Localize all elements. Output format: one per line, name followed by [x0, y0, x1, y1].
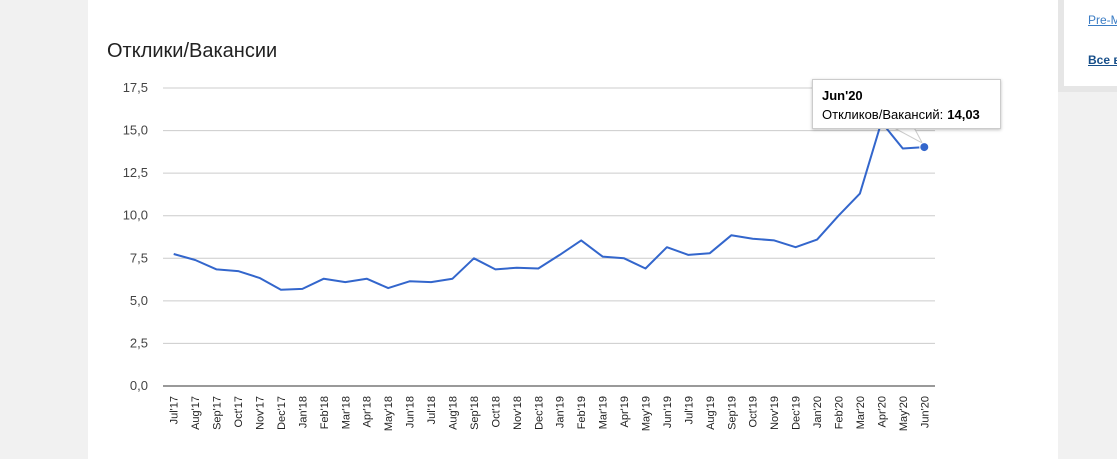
x-axis-labels: Jul'17 Aug'17 Sep'17 Oct'17 Nov'17 Dec'17 Jan'… — [169, 396, 932, 431]
x-tick-label: Jun'20 — [919, 396, 931, 428]
y-tick-label: 0,0 — [130, 378, 148, 393]
x-tick-label: Mar'19 — [598, 396, 610, 429]
y-tick-label: 5,0 — [130, 293, 148, 308]
x-tick-label: Oct'17 — [233, 396, 245, 427]
x-tick-label: Dec'18 — [533, 396, 545, 430]
x-tick-label: Jun'19 — [662, 396, 674, 428]
x-tick-label: Aug'19 — [705, 396, 717, 430]
y-tick-label: 10,0 — [123, 208, 148, 223]
x-tick-label: Sep'17 — [212, 396, 224, 430]
side-panel: Pre-M Все ва — [1058, 0, 1117, 92]
chart-card — [88, 0, 1058, 459]
tooltip-label: Откликов/Вакансий: — [822, 107, 944, 122]
series-line[interactable] — [173, 121, 925, 291]
x-tick-label: May'18 — [383, 396, 395, 431]
tooltip-value: 14,03 — [947, 107, 980, 122]
x-tick-label: Oct'19 — [748, 396, 760, 427]
x-tick-label: Apr'19 — [619, 396, 631, 427]
x-tick-label: Oct'18 — [490, 396, 502, 427]
x-tick-label: Jan'18 — [297, 396, 309, 428]
y-axis-labels: 0,0 2,5 5,0 7,5 10,0 12,5 15,0 17,5 — [123, 80, 148, 393]
x-tick-label: Nov'17 — [255, 396, 267, 430]
y-tick-label: 12,5 — [123, 165, 148, 180]
x-tick-label: Jun'18 — [405, 396, 417, 428]
x-tick-label: Feb'18 — [319, 396, 331, 429]
x-tick-label: Jan'20 — [812, 396, 824, 428]
chart-title: Отклики/Вакансии — [107, 40, 278, 62]
tooltip-row: Откликов/Вакансий: 14,03 — [822, 107, 980, 122]
tooltip-title: Jun'20 — [822, 88, 863, 103]
x-tick-label: Nov'19 — [769, 396, 781, 430]
x-tick-label: Dec'17 — [276, 396, 288, 430]
x-tick-label: Sep'18 — [469, 396, 481, 430]
data-tooltip: Jun'20 Откликов/Вакансий: 14,03 — [812, 79, 1001, 129]
series-line-group — [173, 121, 930, 291]
x-tick-label: May'20 — [898, 396, 910, 431]
x-tick-label: Apr'20 — [876, 396, 888, 427]
x-tick-label: Jan'19 — [555, 396, 567, 428]
premium-link[interactable]: Pre-M — [1088, 13, 1117, 27]
x-tick-label: Jul'17 — [169, 396, 181, 424]
x-tick-label: Nov'18 — [512, 396, 524, 430]
x-tick-label: Feb'20 — [834, 396, 846, 429]
x-tick-label: Jul'18 — [426, 396, 438, 424]
x-tick-label: Mar'18 — [340, 396, 352, 429]
all-vacancies-link[interactable]: Все ва — [1088, 53, 1117, 67]
x-tick-label: Jul'19 — [683, 396, 695, 424]
x-tick-label: Sep'19 — [726, 396, 738, 430]
x-tick-label: May'19 — [641, 396, 653, 431]
highlighted-point[interactable] — [919, 142, 930, 153]
y-tick-label: 17,5 — [123, 80, 148, 95]
y-tick-label: 15,0 — [123, 123, 148, 138]
x-tick-label: Aug'17 — [190, 396, 202, 430]
y-tick-label: 2,5 — [130, 335, 148, 350]
y-tick-label: 7,5 — [130, 250, 148, 265]
x-tick-label: Aug'18 — [448, 396, 460, 430]
x-tick-label: Feb'19 — [576, 396, 588, 429]
x-tick-label: Apr'18 — [362, 396, 374, 427]
x-tick-label: Mar'20 — [855, 396, 867, 429]
gridlines — [163, 87, 935, 387]
x-tick-label: Dec'19 — [791, 396, 803, 430]
